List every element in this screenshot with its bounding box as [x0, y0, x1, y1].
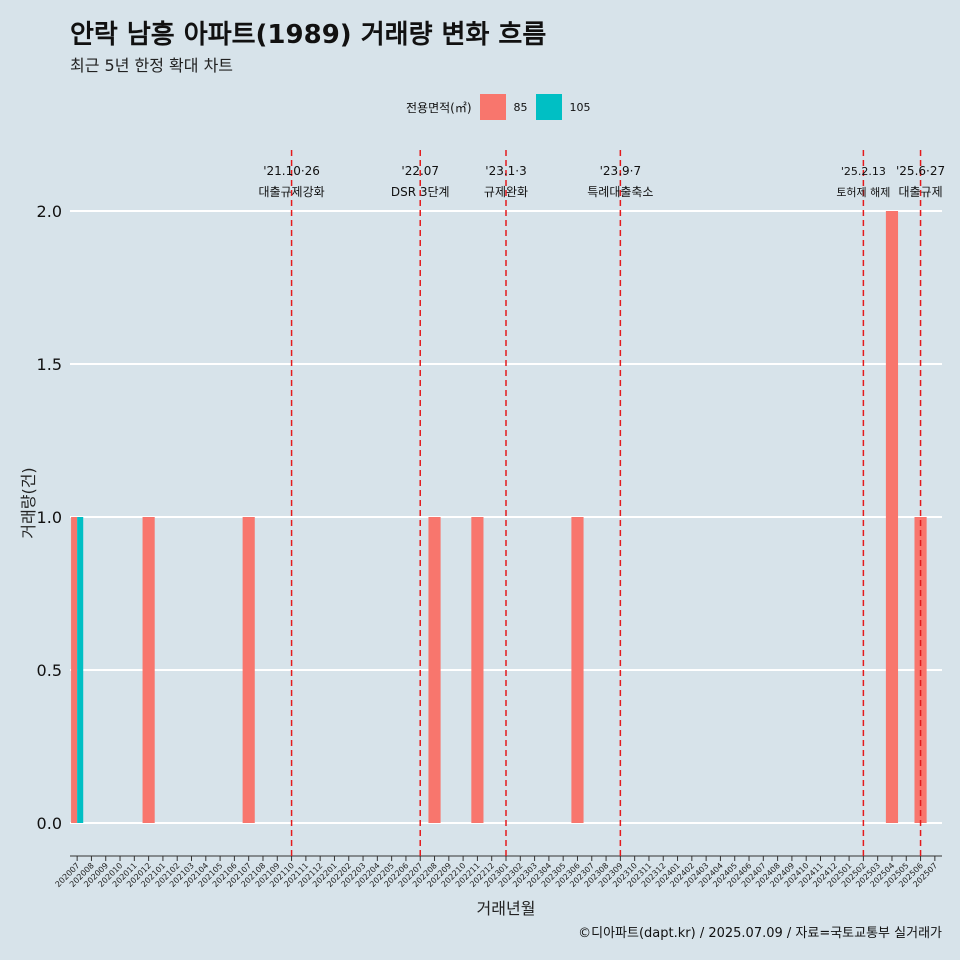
bar-85-202208: [428, 517, 441, 823]
bar-85-202306: [571, 517, 584, 823]
bar-105-202007: [77, 517, 84, 823]
legend-title: 전용면적(㎡): [406, 100, 472, 115]
y-tick-label: 1.5: [37, 355, 62, 374]
chart-subtitle: 최근 5년 한정 확대 차트: [70, 56, 234, 75]
chart-title: 안락 남흥 아파트(1989) 거래량 변화 흐름: [70, 20, 547, 50]
event-date-label: '23.1·3: [485, 164, 526, 178]
y-tick-label: 0.0: [37, 814, 62, 833]
legend-label-105: 105: [569, 100, 591, 114]
bar-85-202211: [471, 517, 484, 823]
legend-label-85: 85: [513, 100, 528, 114]
event-date-label: '25.2.13: [841, 165, 886, 178]
y-tick-label: 2.0: [37, 202, 62, 221]
event-date-label: '25.6·27: [896, 164, 945, 178]
event-label: 규제완화: [484, 185, 528, 199]
bar-85-202007: [71, 517, 78, 823]
event-label: 대출규제강화: [258, 185, 324, 199]
event-date-label: '23.9·7: [600, 164, 641, 178]
y-tick-label: 1.0: [37, 508, 62, 527]
event-label: 대출규제: [898, 185, 942, 199]
bar-85-202012: [142, 517, 155, 823]
y-axis-title: 거래량(건): [19, 467, 38, 538]
legend: 전용면적(㎡) 85 105: [406, 94, 599, 120]
event-label: 토허제 해제: [836, 185, 890, 199]
bar-85-202504: [885, 211, 899, 823]
x-axis-title: 거래년월: [477, 899, 536, 918]
event-date-label: '21.10·26: [263, 164, 320, 178]
legend-key-85: [479, 94, 506, 120]
bar-85-202107: [242, 517, 255, 823]
source-caption: ©디아파트(dapt.kr) / 2025.07.09 / 자료=국토교통부 실…: [578, 926, 942, 941]
event-label: 특례대출축소: [587, 185, 653, 199]
y-tick-label: 0.5: [37, 661, 62, 680]
event-date-label: '22.07: [401, 164, 439, 178]
legend-key-105: [535, 94, 562, 120]
event-label: DSR 3단계: [391, 185, 450, 199]
